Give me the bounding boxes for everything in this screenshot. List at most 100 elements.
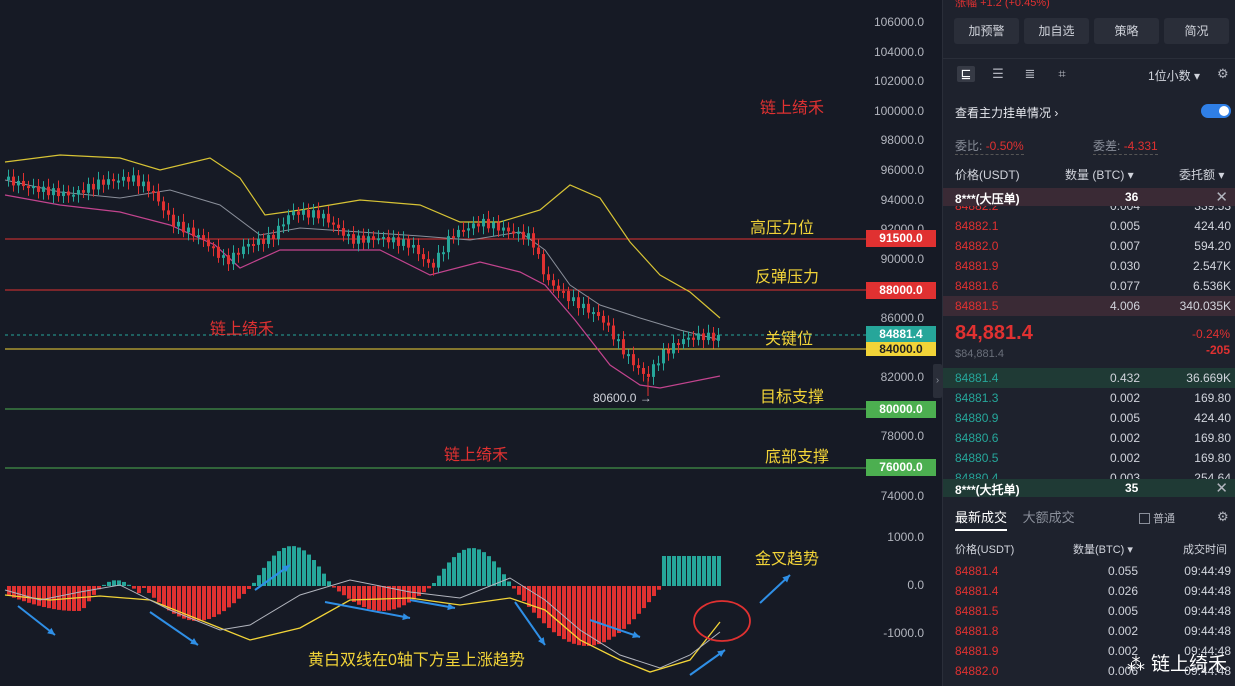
candle-body [402, 239, 405, 246]
macd-bar [512, 586, 516, 589]
precision-select[interactable]: 1位小数 ▾ [1148, 69, 1201, 83]
candle-body [192, 227, 195, 237]
normal-checkbox[interactable]: 普通 [1139, 510, 1175, 526]
order-row[interactable]: 84882.1 0.005 424.40 [943, 216, 1235, 236]
macd-bar [362, 586, 366, 608]
candle-body [367, 236, 370, 243]
order-row[interactable]: 84881.3 0.002 169.80 [943, 388, 1235, 408]
order-amount: 169.80 [1194, 431, 1231, 445]
trend-arrow [17, 605, 56, 636]
overview-button[interactable]: 简况 [1164, 18, 1229, 44]
book-header-qty[interactable]: 数量 (BTC) ▾ [1065, 168, 1134, 182]
bid-big-order-bar[interactable]: 8***(大托单) 35 ✕ [943, 479, 1235, 497]
order-price: 84881.6 [955, 279, 999, 293]
macd-bar [477, 549, 481, 586]
macd-bar [117, 580, 121, 586]
candle-body [467, 228, 470, 231]
order-amount: 6.536K [1192, 279, 1231, 293]
level-label-rebound-resistance: 反弹压力 [755, 269, 820, 286]
order-row[interactable]: 84881.5 4.006 340.035K [943, 296, 1235, 316]
candle-body [592, 312, 595, 315]
candle-body [347, 234, 350, 237]
macd-bar [492, 561, 496, 586]
bollinger-upper [4, 154, 721, 319]
trade-price: 84881.5 [955, 604, 999, 618]
macd-bar [657, 586, 661, 590]
strategy-button[interactable]: 策略 [1094, 18, 1159, 44]
macd-bar [27, 586, 31, 603]
macd-bar [647, 586, 651, 603]
level-label-key: 关键位 [765, 331, 814, 348]
main-orders-link[interactable]: 查看主力挂单情况 › [955, 106, 1059, 120]
macd-bar [452, 557, 456, 586]
book-depth-icon[interactable]: ≣ [1024, 66, 1036, 81]
tab-large-trades[interactable]: 大额成交 [1022, 510, 1075, 525]
candle-body [407, 239, 410, 248]
candle-body [442, 252, 445, 255]
macd-bar [132, 586, 136, 589]
order-row[interactable]: 84881.4 0.432 36.669K [943, 368, 1235, 388]
candle-body [72, 194, 75, 197]
candle-body [247, 243, 250, 247]
close-icon[interactable]: ✕ [1215, 189, 1228, 206]
book-both-icon[interactable]: ⊑ [957, 66, 975, 82]
macd-bar [142, 586, 146, 588]
trade-row: 84881.9 0.002 09:44:48 [943, 641, 1235, 661]
trade-time: 09:44:48 [1184, 624, 1231, 638]
candle-body [422, 254, 425, 260]
book-header-amount[interactable]: 委托额 ▾ [1179, 168, 1225, 182]
order-amount: 169.80 [1194, 451, 1231, 465]
add-alert-button[interactable]: 加预警 [954, 18, 1019, 44]
macd-bar [207, 586, 211, 619]
book-chart-icon[interactable]: ⌗ [1058, 66, 1066, 81]
macd-bar [587, 586, 591, 646]
add-watchlist-button[interactable]: 加自选 [1024, 18, 1089, 44]
candle-body [457, 229, 460, 238]
price-tick-label: 104000.0 [873, 44, 924, 59]
candle-body [712, 332, 715, 341]
candle-body [67, 191, 70, 196]
order-row[interactable]: 84882.0 0.007 594.20 [943, 236, 1235, 256]
order-row[interactable]: 84880.6 0.002 169.80 [943, 428, 1235, 448]
macd-bar [472, 548, 476, 586]
main-orders-toggle[interactable] [1201, 104, 1231, 118]
candle-body [197, 235, 200, 238]
macd-bar [402, 586, 406, 606]
tab-latest-trades[interactable]: 最新成交 [955, 510, 1008, 531]
macd-bar [702, 556, 706, 586]
candle-body [112, 179, 115, 182]
ask-big-order-bar[interactable]: 8***(大压单) 36 ✕ [943, 188, 1235, 206]
macd-bar [217, 586, 221, 615]
order-row[interactable]: 84881.6 0.077 6.536K [943, 276, 1235, 296]
order-price: 84881.5 [955, 299, 999, 313]
order-row[interactable]: 84881.9 0.030 2.547K [943, 256, 1235, 276]
macd-bar [312, 560, 316, 586]
candle-body [372, 236, 375, 240]
gear-icon[interactable]: ⚙ [1217, 509, 1229, 524]
macd-bar [232, 586, 236, 604]
macd-bar [357, 586, 361, 605]
candle-body [252, 243, 255, 246]
macd-bar [687, 556, 691, 586]
candle-body [417, 244, 420, 255]
macd-bar [47, 586, 51, 609]
gear-icon[interactable]: ⚙ [1217, 66, 1229, 81]
close-icon[interactable]: ✕ [1215, 480, 1228, 497]
trade-header-qty[interactable]: 数量(BTC) ▾ [1073, 544, 1133, 556]
level-label-target-support: 目标支撑 [760, 389, 825, 406]
candle-body [287, 215, 290, 225]
price-tick-label: 106000.0 [873, 15, 924, 29]
panel-collapse-handle[interactable]: › [933, 364, 942, 398]
candle-body [612, 325, 615, 340]
order-row[interactable]: 84880.5 0.002 169.80 [943, 448, 1235, 468]
candle-body [362, 235, 365, 243]
candle-body [262, 238, 265, 244]
book-list-icon[interactable]: ☰ [992, 66, 1004, 81]
book-view-switch: ⊑ ☰ ≣ ⌗ [957, 66, 1071, 82]
order-amount: 169.80 [1194, 391, 1231, 405]
watermark-text-3: 链上绮禾 [444, 447, 509, 464]
level-tag-88000: 88000.0 [866, 282, 936, 299]
candle-body [527, 233, 530, 239]
price-chart[interactable]: 链上绮禾 链上绮禾 链上绮禾 高压力位 反弹压力 关键位 目标支撑 底部支撑 金… [0, 0, 942, 686]
order-row[interactable]: 84880.9 0.005 424.40 [943, 408, 1235, 428]
